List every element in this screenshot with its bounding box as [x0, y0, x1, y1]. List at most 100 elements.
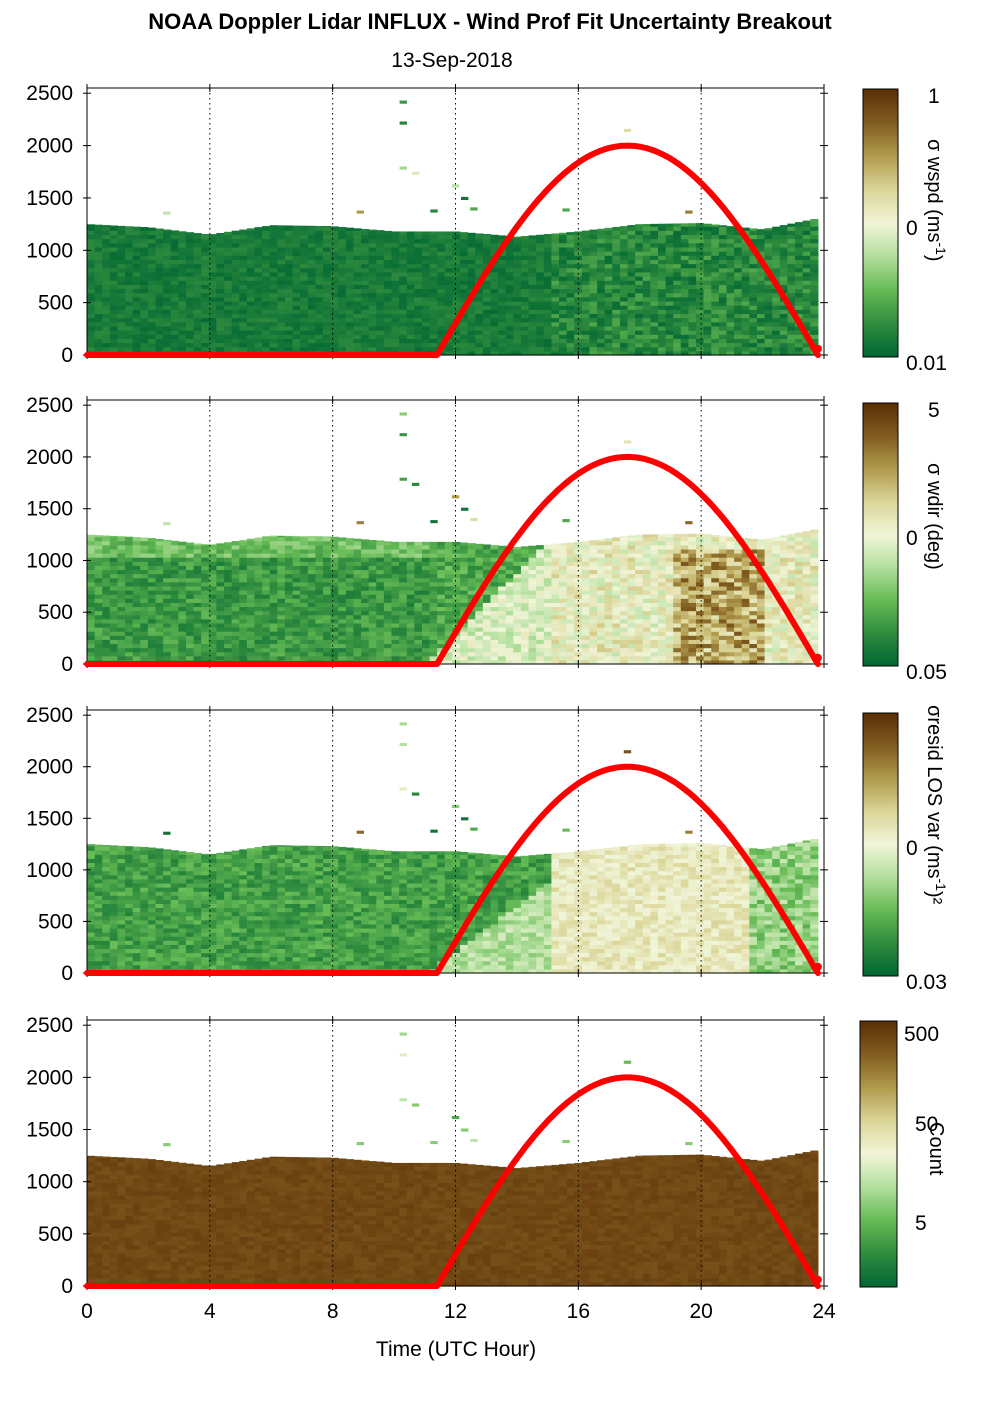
heatmap-cell — [384, 338, 392, 343]
heatmap-cell — [171, 615, 179, 620]
heatmap-cell — [567, 543, 575, 546]
heatmap-cell — [521, 615, 529, 620]
heatmap-cell — [452, 288, 460, 293]
heatmap-cell — [612, 280, 620, 285]
heatmap-cell — [536, 243, 544, 248]
heatmap-cell — [338, 611, 346, 616]
heatmap-cell — [224, 268, 232, 273]
heatmap-cell — [216, 322, 224, 327]
heatmap-cell — [323, 326, 331, 331]
heatmap-cell — [140, 635, 148, 640]
heatmap-cell — [384, 582, 392, 587]
heatmap-cell — [490, 313, 498, 318]
heatmap-cell — [270, 293, 278, 298]
heatmap-cell — [567, 549, 575, 554]
heatmap-cell — [597, 230, 605, 235]
heatmap-cell — [186, 309, 194, 314]
heatmap-cell — [803, 309, 811, 314]
heatmap-cell — [163, 545, 171, 550]
heatmap-cell — [102, 574, 110, 579]
heatmap-cell — [529, 347, 537, 352]
heatmap-cell — [346, 545, 354, 550]
heatmap-cell — [437, 330, 445, 335]
heatmap-cell — [262, 313, 270, 318]
heatmap-cell — [696, 318, 704, 323]
heatmap-cell — [765, 313, 773, 318]
heatmap-cell — [148, 611, 156, 616]
heatmap-cell — [711, 247, 719, 252]
heatmap-cell — [194, 334, 202, 339]
heatmap-cell — [201, 234, 209, 235]
heatmap-cell — [452, 251, 460, 256]
heatmap-cell — [392, 288, 400, 293]
heatmap-cell — [696, 272, 704, 277]
heatmap-cell — [369, 280, 377, 285]
heatmap-cell — [490, 322, 498, 327]
heatmap-cell — [666, 288, 674, 293]
heatmap-cell — [201, 582, 209, 587]
heatmap-cell — [376, 322, 384, 327]
heatmap-cell — [308, 565, 316, 570]
heatmap-cell — [582, 343, 590, 348]
heatmap-cell — [772, 230, 780, 235]
heatmap-cell — [704, 318, 712, 323]
heatmap-cell — [643, 309, 651, 314]
heatmap-cell — [87, 247, 95, 252]
heatmap-cell — [95, 309, 103, 314]
heatmap-cell — [475, 544, 483, 546]
heatmap-cell — [216, 582, 224, 587]
heatmap-cell — [407, 545, 415, 550]
heatmap-cell — [551, 313, 559, 318]
heatmap-cell — [384, 301, 392, 306]
heatmap-cell — [216, 631, 224, 636]
heatmap-cell — [323, 643, 331, 648]
heatmap-cell — [719, 293, 727, 298]
heatmap-cell — [125, 326, 133, 331]
heatmap-cell — [506, 594, 514, 599]
heatmap-cell — [133, 549, 141, 554]
heatmap-cell — [338, 545, 346, 550]
heatmap-cell — [704, 264, 712, 269]
heatmap-cell — [186, 313, 194, 318]
heatmap-cell — [186, 652, 194, 657]
heatmap-cell — [331, 264, 339, 269]
heatmap-cell — [422, 264, 430, 269]
heatmap-cell — [475, 243, 483, 248]
heatmap-cell — [247, 635, 255, 640]
heatmap-cell — [216, 602, 224, 607]
heatmap-cell — [262, 643, 270, 648]
heatmap-cell — [331, 578, 339, 583]
heatmap-cell — [133, 598, 141, 603]
heatmap-cell — [186, 565, 194, 570]
heatmap-cell — [422, 272, 430, 277]
heatmap-cell — [650, 224, 658, 227]
heatmap-cell — [270, 606, 278, 611]
heatmap-cell — [582, 309, 590, 314]
heatmap-cell — [551, 627, 559, 632]
heatmap-cell — [422, 635, 430, 640]
heatmap-cell — [323, 623, 331, 628]
heatmap-cell — [315, 288, 323, 293]
heatmap-cell — [133, 343, 141, 348]
heatmap-cell — [216, 611, 224, 616]
heatmap-cell — [681, 318, 689, 323]
heatmap-cell — [270, 280, 278, 285]
heatmap-cell — [323, 557, 331, 562]
heatmap-cell — [361, 305, 369, 310]
heatmap-cell — [475, 233, 483, 235]
heatmap-cell — [178, 606, 186, 611]
heatmap-cell — [445, 549, 453, 554]
heatmap-cell — [696, 305, 704, 310]
heatmap-cell — [803, 226, 811, 231]
heatmap-cell — [567, 615, 575, 620]
heatmap-cell — [605, 228, 613, 231]
heatmap-cell — [392, 648, 400, 653]
heatmap-cell — [407, 635, 415, 640]
heatmap-cell — [110, 226, 118, 231]
heatmap-cell — [407, 569, 415, 574]
heatmap-cell — [605, 239, 613, 244]
heatmap-cell — [414, 639, 422, 644]
heatmap-cell — [346, 301, 354, 306]
heatmap-cell — [186, 268, 194, 273]
heatmap-cell — [186, 639, 194, 644]
